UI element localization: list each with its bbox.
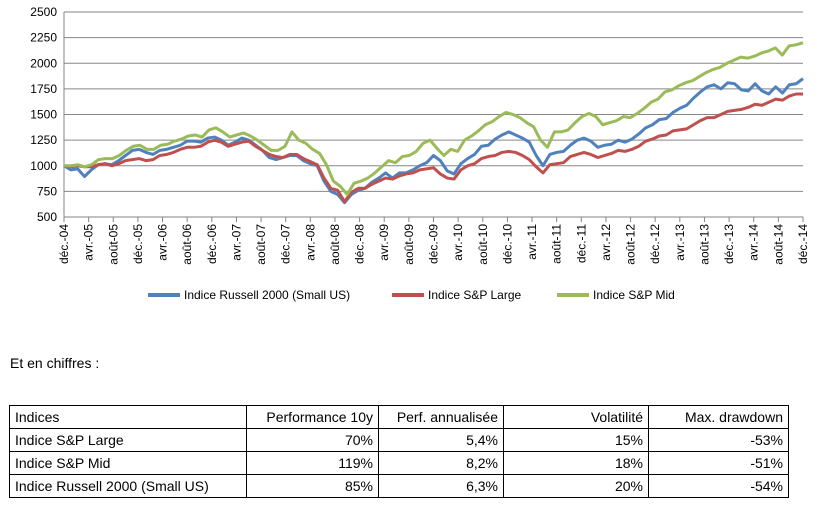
table-cell: -51% [648,451,789,475]
x-tick-label: déc.-11 [574,224,588,263]
table-cell: 85% [246,474,379,498]
table-cell: Indice S&P Mid [9,451,247,475]
y-tick-label: 1750 [30,82,57,96]
header-cell: Perf. annualisée [378,405,504,429]
x-tick-label: déc.-13 [722,224,736,264]
header-cell: Performance 10y [246,405,379,429]
x-tick-label: avr.-10 [451,224,465,261]
table-cell: Indice S&P Large [9,428,247,452]
chart-legend: Indice Russell 2000 (Small US) Indice S&… [0,288,818,310]
table-cell: 6,3% [378,474,504,498]
table-cell: 18% [503,451,649,475]
y-tick-label: 1500 [30,108,57,122]
x-tick-label: août-11 [550,224,564,264]
legend-item-russell: Indice Russell 2000 (Small US) [148,288,350,302]
table-cell: 70% [246,428,379,452]
legend-item-sp-large: Indice S&P Large [392,288,521,302]
y-axis-ticks: 500 750 1000 1250 1500 1750 2000 2250 2500 [30,5,57,224]
x-tick-label: déc.-07 [279,224,293,264]
y-tick-label: 1000 [30,159,57,173]
x-tick-label: août-06 [180,224,194,265]
table-cell: -54% [648,474,789,498]
table-cell: -53% [648,428,789,452]
x-tick-label: déc.-12 [648,224,662,264]
x-axis-ticks: déc.-04 avr.-05 août-05 déc.-05 avr.-06 août-… [57,224,810,265]
legend-label-sp-large: Indice S&P Large [428,288,522,302]
y-tick-label: 2500 [30,5,57,19]
x-tick-label: avr.-11 [525,224,539,260]
x-tick-label: déc.-10 [500,224,514,264]
x-tick-label: août-10 [476,224,490,265]
stats-table: Indices Performance 10y Perf. annualisée… [9,405,789,498]
header-cell: Indices [9,405,247,429]
legend-label-sp-mid: Indice S&P Mid [593,288,675,302]
series-line-sp-large [63,92,803,204]
x-tick-label: août-14 [771,224,785,265]
gridlines [64,11,803,218]
table-header-row: Indices Performance 10y Perf. annualisée… [9,405,789,429]
header-cell: Max. drawdown [648,405,789,429]
series-line-russell [63,77,804,205]
x-tick-label: avr.-14 [747,224,761,261]
x-tick-label: déc.-06 [205,224,219,264]
x-tick-label: août-07 [254,224,268,265]
x-tick-label: août-13 [697,224,711,265]
table-cell: 8,2% [378,451,504,475]
series-line-sp-mid [64,41,804,196]
y-tick-label: 750 [37,184,57,198]
x-tick-label: déc.-04 [57,224,71,264]
y-tick-label: 2250 [30,31,57,45]
series-lines [63,41,804,205]
table-row: Indice S&P Mid 119% 8,2% 18% -51% [9,451,789,475]
table-cell: 20% [503,474,649,498]
x-tick-label: avr.-07 [229,224,243,261]
x-axis [63,12,804,222]
x-tick-label: août-08 [328,224,342,265]
x-tick-label: avr.-06 [156,224,170,261]
table-cell: 5,4% [378,428,504,452]
x-tick-label: avr.-08 [303,224,317,261]
x-tick-label: avr.-05 [82,224,96,261]
x-tick-label: déc.-09 [427,224,441,264]
section-subtitle: Et en chiffres : [10,355,100,371]
x-tick-label: avr.-12 [599,224,613,261]
x-tick-label: déc.-14 [796,224,810,264]
table-row: Indice Russell 2000 (Small US) 85% 6,3% … [9,474,789,498]
x-tick-label: déc.-05 [131,224,145,264]
header-cell: Volatilité [503,405,649,429]
x-tick-label: août-09 [402,224,416,265]
legend-label-russell: Indice Russell 2000 (Small US) [184,288,351,302]
x-tick-label: avr.-13 [673,224,687,261]
y-tick-label: 1250 [30,133,57,147]
x-tick-label: août-12 [624,224,638,265]
line-chart: 500 750 1000 1250 1500 1750 2000 2250 2500 déc.-… [30,5,810,265]
x-tick-label: déc.-08 [353,224,367,264]
legend-item-sp-mid: Indice S&P Mid [557,288,675,302]
y-tick-label: 500 [37,210,57,224]
x-tick-label: avr.-09 [377,224,391,261]
legend-swatch-russell [148,293,180,297]
y-tick-label: 2000 [30,56,57,70]
table-cell: 15% [503,428,649,452]
table-row: Indice S&P Large 70% 5,4% 15% -53% [9,428,789,452]
legend-swatch-sp-large [392,293,424,297]
table-cell: 119% [246,451,379,475]
table-cell: Indice Russell 2000 (Small US) [9,474,247,498]
legend-swatch-sp-mid [557,293,589,297]
x-tick-label: août-05 [106,224,120,265]
